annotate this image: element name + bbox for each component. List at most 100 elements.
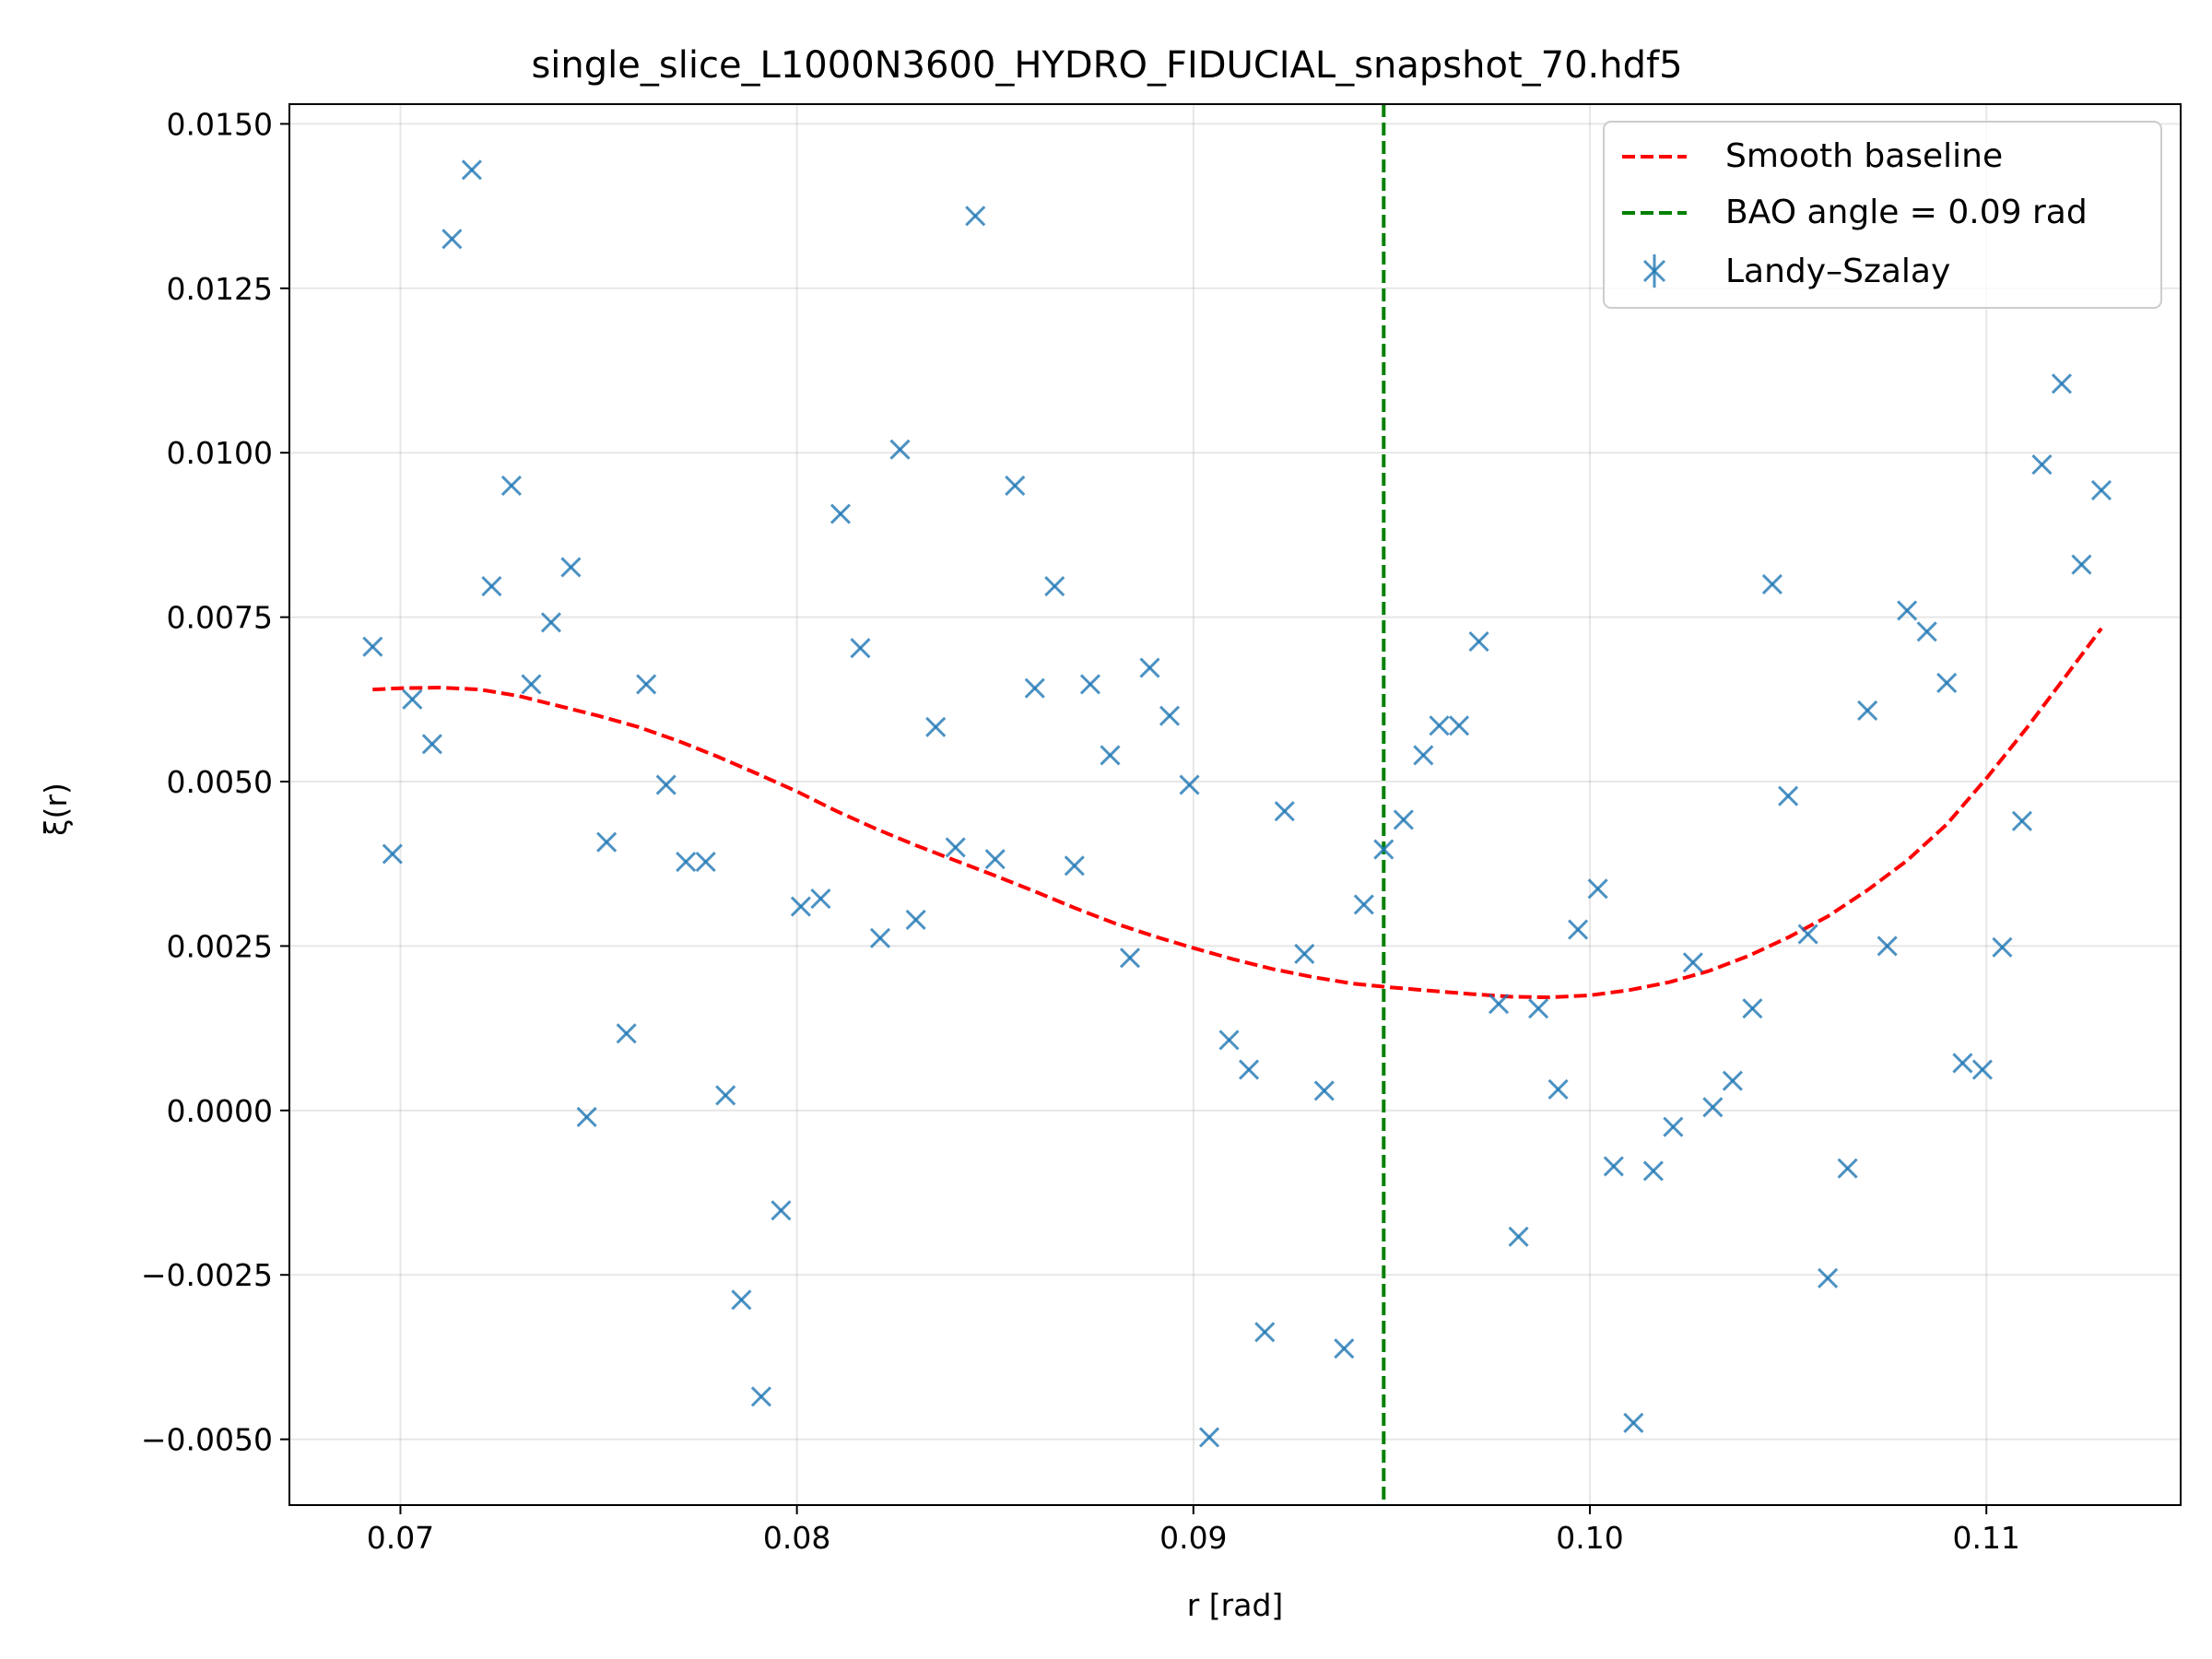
data-point — [850, 638, 871, 659]
data-point — [1663, 1116, 1684, 1137]
data-point — [945, 837, 966, 858]
data-point — [560, 557, 582, 578]
x-axis-ticks: 0.07 0.08 0.09 0.10 0.11 — [367, 1505, 2020, 1556]
baseline-layer — [372, 627, 2103, 1000]
data-point — [925, 716, 947, 737]
data-point — [731, 1289, 752, 1311]
data-point — [905, 909, 926, 930]
y-axis-label: ξ(r) — [38, 782, 74, 836]
data-point — [869, 927, 891, 948]
data-point — [636, 674, 657, 695]
data-point — [715, 1085, 736, 1106]
legend-bao-label: BAO angle = 0.09 rad — [1725, 194, 2088, 231]
x-tick-label: 0.07 — [367, 1520, 434, 1556]
data-point — [1818, 1267, 1839, 1288]
legend: Smooth baseline BAO angle = 0.09 rad Lan… — [1603, 121, 2162, 309]
scatter-points — [362, 159, 2112, 1448]
data-point — [1547, 1078, 1569, 1100]
data-point — [2011, 810, 2032, 831]
data-point — [1528, 998, 1549, 1019]
data-point — [1294, 943, 1315, 965]
data-point — [1568, 919, 1589, 940]
data-point — [382, 843, 403, 865]
data-point — [616, 1023, 637, 1044]
data-point — [2051, 373, 2073, 394]
y-tick-label: 0.0125 — [167, 271, 273, 307]
data-point — [1936, 672, 1958, 694]
y-tick-label: 0.0100 — [167, 435, 273, 471]
x-axis-label: r [rad] — [1187, 1587, 1284, 1623]
data-point — [965, 206, 986, 227]
data-point — [1238, 1059, 1260, 1080]
y-axis-ticks: −0.0050 −0.0025 0.0000 0.0025 0.0050 0.0075 0.… — [141, 106, 289, 1458]
data-point — [1623, 1412, 1644, 1433]
data-point — [2071, 554, 2092, 575]
data-point — [1761, 573, 1783, 594]
data-point — [810, 888, 831, 910]
legend-box — [1603, 121, 2162, 309]
data-point — [1024, 677, 1045, 699]
y-tick-label: 0.0050 — [167, 764, 273, 800]
data-point — [771, 1200, 792, 1221]
data-point — [1682, 952, 1703, 973]
data-point — [1429, 715, 1450, 736]
data-point — [984, 849, 1006, 870]
y-tick-label: 0.0025 — [167, 928, 273, 964]
legend-points-marker — [1642, 254, 1666, 288]
data-point — [1952, 1053, 1973, 1074]
data-point — [1488, 994, 1510, 1015]
data-point — [1139, 657, 1160, 678]
data-point — [596, 831, 618, 853]
legend-points-label: Landy–Szalay — [1725, 253, 1950, 290]
data-point — [1119, 947, 1141, 969]
data-point — [1044, 576, 1065, 597]
data-point — [830, 503, 852, 524]
smooth-baseline-line — [372, 627, 2103, 1000]
data-point — [481, 576, 502, 597]
y-tick-label: −0.0050 — [141, 1422, 273, 1458]
data-point — [441, 229, 463, 250]
y-tick-label: 0.0075 — [167, 600, 273, 636]
data-point — [461, 159, 482, 181]
data-point — [1587, 878, 1608, 900]
x-tick-label: 0.09 — [1159, 1520, 1227, 1556]
data-point — [1313, 1080, 1335, 1101]
data-point — [362, 636, 383, 657]
y-tick-label: −0.0025 — [141, 1257, 273, 1293]
data-point — [1877, 935, 1898, 957]
data-point — [1857, 700, 1878, 722]
x-tick-label: 0.08 — [763, 1520, 830, 1556]
data-point — [1179, 774, 1200, 795]
data-point — [1702, 1097, 1724, 1118]
data-point — [1218, 1030, 1240, 1051]
data-point — [695, 852, 716, 873]
data-point — [1373, 839, 1394, 860]
y-tick-label: 0.0150 — [167, 106, 273, 142]
data-point — [2090, 479, 2112, 500]
data-point — [1100, 745, 1121, 766]
legend-baseline-label: Smooth baseline — [1725, 137, 2003, 175]
data-point — [1064, 855, 1085, 877]
x-tick-label: 0.10 — [1556, 1520, 1623, 1556]
data-point — [655, 774, 677, 795]
data-point — [2031, 454, 2053, 476]
data-point — [521, 674, 542, 695]
data-point — [676, 852, 697, 873]
grid — [289, 104, 2181, 1505]
data-point — [1413, 745, 1434, 766]
data-point — [750, 1386, 771, 1407]
data-point — [500, 475, 522, 496]
data-point — [1992, 936, 2013, 958]
data-point — [889, 439, 911, 460]
data-point — [1159, 705, 1181, 726]
data-point — [1642, 1160, 1664, 1182]
data-point — [790, 896, 812, 917]
y-tick-label: 0.0000 — [167, 1093, 273, 1129]
data-point — [402, 688, 423, 710]
data-point — [1508, 1226, 1529, 1247]
data-point — [576, 1106, 597, 1128]
data-point — [540, 612, 561, 633]
data-point — [1468, 630, 1489, 653]
x-tick-label: 0.11 — [1952, 1520, 2019, 1556]
